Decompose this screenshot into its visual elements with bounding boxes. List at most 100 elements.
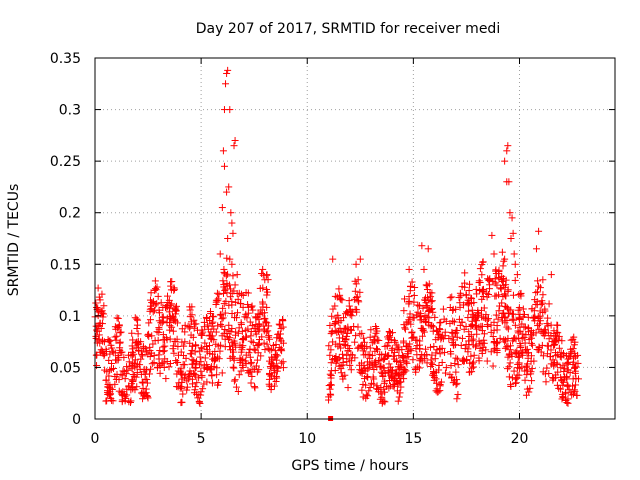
data-point [571,387,579,395]
data-point [422,296,430,304]
data-point [138,352,146,360]
data-point-peak [507,235,515,242]
data-point [483,357,491,365]
data-point [536,320,544,328]
data-point [246,346,254,354]
data-point [100,352,108,360]
data-point [504,334,512,342]
data-point [145,332,153,340]
data-point [226,293,234,301]
data-point-peak [329,255,337,263]
data-point [343,329,351,337]
data-point [275,334,283,342]
data-point [326,321,334,329]
data-point [343,332,351,340]
data-point [360,361,368,369]
data-point [106,388,114,396]
x-tick-label: 10 [298,431,316,447]
data-point [254,323,262,331]
data-point [203,365,211,373]
data-point [458,283,466,291]
data-point-peak [501,255,509,263]
data-point [114,314,122,322]
data-point [364,365,372,373]
data-point [109,397,117,405]
data-point [119,371,127,379]
data-point [169,327,177,335]
data-point [327,330,335,338]
data-point [326,351,334,359]
data-point [109,349,117,357]
data-point [159,304,167,312]
data-point [528,341,536,349]
data-point [254,327,262,335]
data-point [368,339,376,347]
data-point [372,325,380,333]
data-point [173,383,181,391]
data-point [563,381,571,389]
data-point [213,364,221,372]
data-point [472,341,480,349]
data-point [335,285,343,293]
data-point [492,311,500,319]
data-point [333,328,341,336]
data-point [400,354,408,362]
data-point [208,363,216,371]
data-point [188,380,196,388]
data-point [247,360,255,368]
data-point [550,359,558,367]
data-point-peak [547,271,555,279]
data-point [545,300,553,308]
data-point [331,302,339,310]
data-point [403,350,411,358]
data-point-peak [230,142,238,150]
data-point [213,371,221,379]
data-point [348,312,356,320]
data-point [414,301,422,309]
data-point [215,290,223,298]
data-point [457,292,465,300]
data-point [358,370,366,378]
data-point [147,365,155,373]
data-point [506,359,514,367]
data-point [197,367,205,375]
data-point [276,321,284,329]
data-point [221,309,229,317]
data-point [104,336,112,344]
data-point [248,372,256,380]
data-point [214,342,222,350]
data-point [128,376,136,384]
data-point [379,372,387,380]
data-point [485,277,493,285]
data-point [511,276,519,284]
data-point [136,361,144,369]
data-point-peak [539,276,547,284]
data-point [228,298,236,306]
data-point [447,348,455,356]
data-point [99,313,107,321]
data-point [325,382,333,390]
data-point [384,368,392,376]
data-point [116,346,124,354]
data-point [172,306,180,314]
data-point [254,310,262,318]
data-point [489,362,497,370]
data-point [491,275,499,283]
data-point [550,327,558,335]
data-point [550,374,558,382]
data-point [490,338,498,346]
data-point [454,390,462,398]
data-point [125,358,133,366]
data-point [461,269,469,277]
data-point [371,332,379,340]
data-point [467,352,475,360]
data-point [406,345,414,353]
data-point [385,328,393,336]
data-point [186,367,194,375]
data-point [525,325,533,333]
data-point [421,312,429,320]
data-point [563,373,571,381]
data-point [473,290,481,298]
data-point [558,377,566,385]
y-axis-label: SRMTID / TECUs [6,184,22,297]
